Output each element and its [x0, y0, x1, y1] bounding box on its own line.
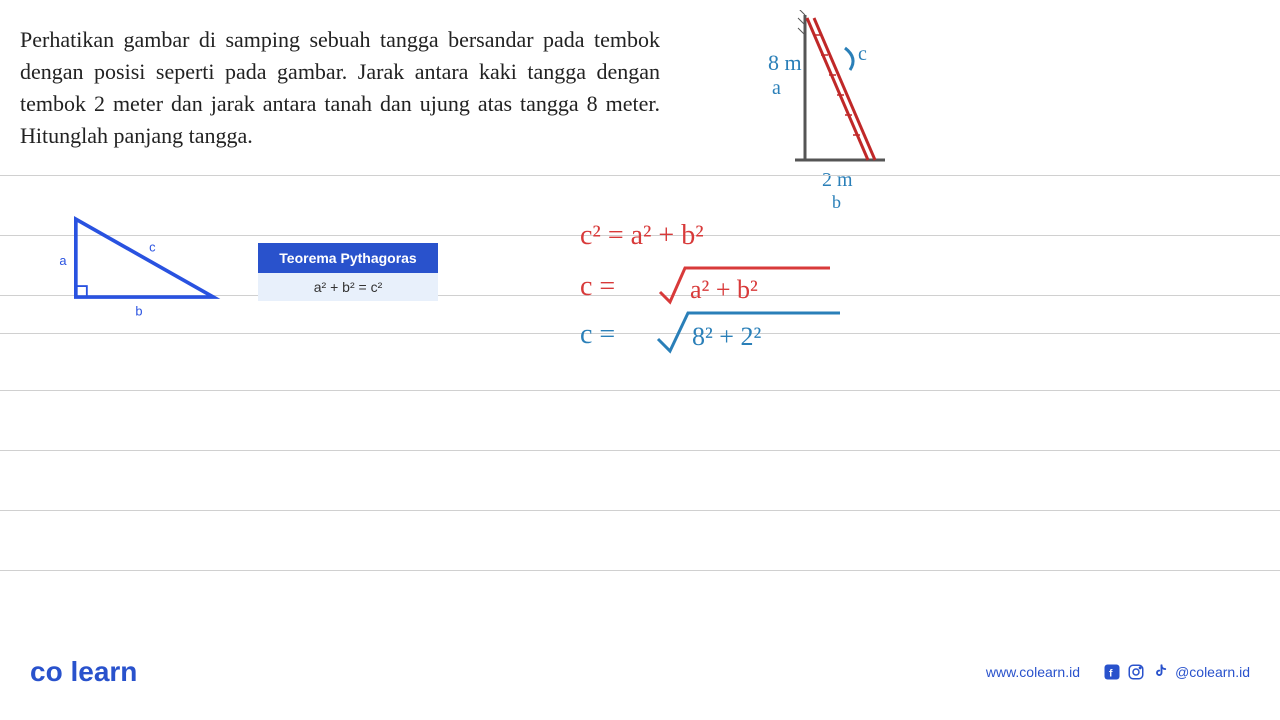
- socials: f @colearn.id: [1103, 663, 1250, 681]
- svg-text:c =: c =: [580, 271, 615, 302]
- work-line3: c = 8² + 2²: [570, 305, 860, 360]
- problem-text: Perhatikan gambar di samping sebuah tang…: [20, 24, 660, 152]
- footer-url[interactable]: www.colearn.id: [986, 664, 1080, 680]
- height-var: a: [772, 77, 781, 99]
- tri-a: a: [59, 253, 67, 268]
- social-handle[interactable]: @colearn.id: [1175, 664, 1250, 680]
- tri-b: b: [135, 303, 142, 318]
- svg-text:8² + 2²: 8² + 2²: [692, 322, 761, 351]
- tiktok-icon[interactable]: [1151, 663, 1169, 681]
- theorem-box: Teorema Pythagoras a² + b² = c²: [258, 243, 438, 301]
- reference-triangle: a b c: [50, 210, 230, 320]
- facebook-icon[interactable]: f: [1103, 663, 1121, 681]
- svg-text:a² + b²: a² + b²: [690, 275, 758, 304]
- theorem-formula: a² + b² = c²: [258, 273, 438, 301]
- theorem-title: Teorema Pythagoras: [258, 243, 438, 273]
- work-line2: c = a² + b²: [570, 260, 850, 310]
- height-label: 8 m: [768, 50, 802, 75]
- svg-text:c =: c =: [580, 319, 615, 350]
- logo: co learn: [30, 656, 137, 688]
- footer: co learn www.colearn.id f @colearn.id: [0, 652, 1280, 692]
- work-line1: c² = a² + b²: [580, 220, 704, 252]
- hyp-var: c: [858, 43, 867, 65]
- logo-learn: learn: [70, 656, 137, 687]
- logo-co: co: [30, 656, 63, 687]
- svg-text:f: f: [1109, 668, 1113, 680]
- tri-c: c: [149, 239, 156, 254]
- instagram-icon[interactable]: [1127, 663, 1145, 681]
